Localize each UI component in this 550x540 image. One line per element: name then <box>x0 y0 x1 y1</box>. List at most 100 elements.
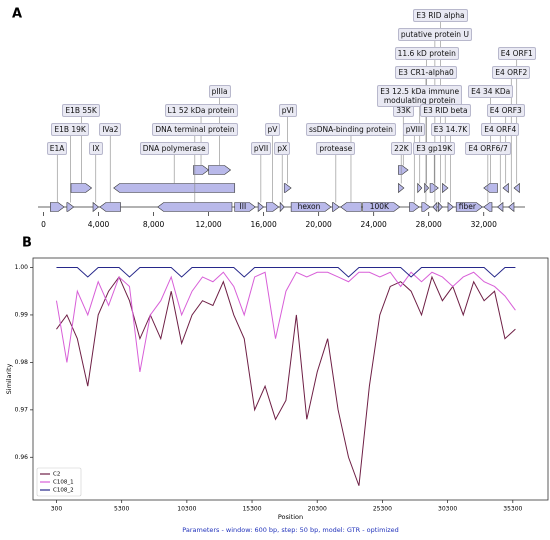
gene-label: E3 CR1-alpha0 <box>395 66 457 79</box>
gene-arrow <box>290 202 332 212</box>
y-tick-label: 0.98 <box>15 359 29 366</box>
gene-label: pVII <box>250 142 272 155</box>
gene-arrow <box>483 183 498 193</box>
gene-label: E3 14.7K <box>430 123 471 136</box>
gene-arrow <box>257 201 265 213</box>
gene-arrow <box>421 202 431 212</box>
gene-label: E1B 19K <box>51 123 89 136</box>
gene-label: E4 ORF2 <box>492 66 531 79</box>
gene-label: III <box>239 202 247 211</box>
gene-arrow <box>508 201 515 213</box>
x-tick-label: 20,000 <box>306 220 332 229</box>
gene-label: E1B 55K <box>62 104 100 117</box>
gene-label: IX <box>89 142 103 155</box>
legend-label: C108_2 <box>53 488 74 494</box>
x-tick-label: 15300 <box>242 506 261 513</box>
x-tick-label: 10300 <box>177 506 196 513</box>
x-tick-label: 300 <box>51 506 63 513</box>
gene-arrow <box>362 202 401 212</box>
gene-label: IVa2 <box>99 123 122 136</box>
x-tick-label: 32,000 <box>471 220 497 229</box>
gene-label: pV <box>264 123 281 136</box>
series-line <box>55 271 516 372</box>
y-tick-label: 0.96 <box>15 454 29 461</box>
gene-arrow <box>409 202 420 212</box>
gene-arrow <box>497 201 504 213</box>
y-tick-label: 0.99 <box>15 311 29 318</box>
gene-label: E4 ORF6/7 <box>465 142 511 155</box>
gene-label: protease <box>316 142 356 155</box>
gene-arrow <box>92 201 100 213</box>
gene-label: 11.6 kD protein <box>394 47 459 60</box>
gene-arrow <box>283 183 292 193</box>
x-tick-label: 12,000 <box>195 220 221 229</box>
gene-arrow <box>483 202 493 212</box>
gene-label: E3 12.5 kDa immune modulating protein <box>377 85 463 107</box>
x-tick-label: 8,000 <box>143 220 165 229</box>
gene-label: pVI <box>278 104 297 117</box>
gene-label: DNA polymerase <box>139 142 209 155</box>
gene-arrow <box>266 202 280 212</box>
x-tick-label: 0 <box>41 220 46 229</box>
gene-arrow <box>398 182 405 194</box>
gene-arrow <box>113 183 236 193</box>
gene-label: fiber <box>458 202 476 211</box>
gene-label: 22K <box>391 142 412 155</box>
x-tick-label: 28,000 <box>416 220 442 229</box>
gene-arrow <box>424 182 430 194</box>
gene-label: pVIII <box>402 123 426 136</box>
x-tick-label: 5300 <box>114 506 129 513</box>
gene-label: pX <box>274 142 291 155</box>
gene-label: E4 34 KDa <box>468 85 514 98</box>
gene-label: E1A <box>46 142 68 155</box>
gene-arrow <box>340 202 362 212</box>
gene-label: E3 RID alpha <box>413 9 468 22</box>
legend-label: C2 <box>53 472 60 478</box>
gene-label: hexon <box>297 202 321 211</box>
gene-arrow <box>432 201 438 213</box>
gene-arrow <box>502 182 509 194</box>
gene-arrow <box>99 202 121 212</box>
gene-label: L1 52 kDa protein <box>164 104 238 117</box>
x-tick-label: 24,000 <box>361 220 387 229</box>
x-axis-label: Position <box>278 513 303 521</box>
x-tick-label: 16,000 <box>250 220 276 229</box>
gene-label: E3 gp19K <box>413 142 456 155</box>
x-tick-label: 4,000 <box>88 220 110 229</box>
y-axis-label: Similarity <box>5 363 13 394</box>
gene-label: 100K <box>369 202 389 211</box>
series-line <box>56 266 516 278</box>
gene-label: DNA terminal protein <box>152 123 238 136</box>
gene-arrow <box>442 182 449 194</box>
gene-arrow <box>438 201 443 213</box>
gene-label: E4 ORF4 <box>481 123 520 136</box>
gene-arrow <box>208 165 232 175</box>
gene-label: E4 ORF3 <box>486 104 525 117</box>
x-tick-label: 35300 <box>503 506 522 513</box>
gene-arrow <box>70 183 93 193</box>
legend-box <box>36 467 82 497</box>
x-tick-label: 20300 <box>308 506 327 513</box>
gene-arrow <box>447 201 454 213</box>
x-tick-label: 30300 <box>438 506 457 513</box>
gene-arrow <box>417 182 423 194</box>
gene-arrow <box>50 202 65 212</box>
note: Parameters - window: 600 bp, step: 50 bp… <box>182 526 399 534</box>
gene-arrow <box>332 202 340 212</box>
x-tick-label: 25300 <box>373 506 392 513</box>
gene-label: E3 RID beta <box>420 104 471 117</box>
y-tick-label: 1.00 <box>15 264 29 271</box>
gene-label: ssDNA-binding protein <box>305 123 396 136</box>
gene-arrow <box>429 183 439 193</box>
gene-label: pIIIa <box>208 85 231 98</box>
gene-arrow <box>66 202 75 212</box>
gene-label: E4 ORF1 <box>497 47 536 60</box>
plot-frame <box>32 257 549 501</box>
panel-label: A <box>12 7 22 22</box>
panel-label: B <box>22 236 32 251</box>
y-tick-label: 0.97 <box>15 406 29 413</box>
legend-label: C108_1 <box>53 480 74 486</box>
gene-arrow <box>234 202 256 212</box>
